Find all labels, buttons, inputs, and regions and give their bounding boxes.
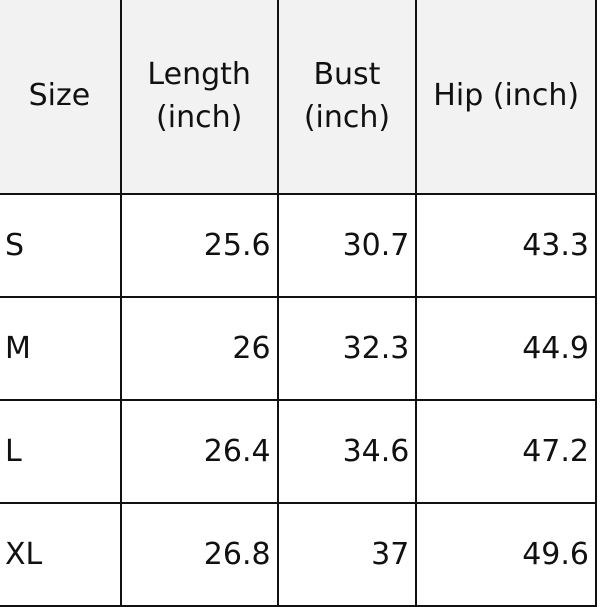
bust-cell: 30.7 <box>276 193 418 298</box>
length-cell: 25.6 <box>119 193 279 298</box>
bust-cell: 34.6 <box>276 399 418 504</box>
bust-cell: 37 <box>276 502 418 607</box>
header-size: Size <box>0 0 122 195</box>
size-cell: XL <box>0 502 122 607</box>
table-row: S 25.6 30.7 43.3 <box>0 193 597 298</box>
hip-cell: 44.9 <box>415 296 597 401</box>
table-row: M 26 32.3 44.9 <box>0 296 597 401</box>
table-row: XL 26.8 37 49.6 <box>0 502 597 607</box>
length-cell: 26.8 <box>119 502 279 607</box>
size-cell: L <box>0 399 122 504</box>
length-cell: 26.4 <box>119 399 279 504</box>
table-row: L 26.4 34.6 47.2 <box>0 399 597 504</box>
size-cell: S <box>0 193 122 298</box>
hip-cell: 49.6 <box>415 502 597 607</box>
hip-cell: 43.3 <box>415 193 597 298</box>
header-hip: Hip (inch) <box>415 0 597 195</box>
header-bust: Bust (inch) <box>276 0 418 195</box>
header-row: Size Length (inch) Bust (inch) Hip (inch… <box>0 0 597 195</box>
header-length: Length (inch) <box>119 0 279 195</box>
length-cell: 26 <box>119 296 279 401</box>
hip-cell: 47.2 <box>415 399 597 504</box>
bust-cell: 32.3 <box>276 296 418 401</box>
size-cell: M <box>0 296 122 401</box>
